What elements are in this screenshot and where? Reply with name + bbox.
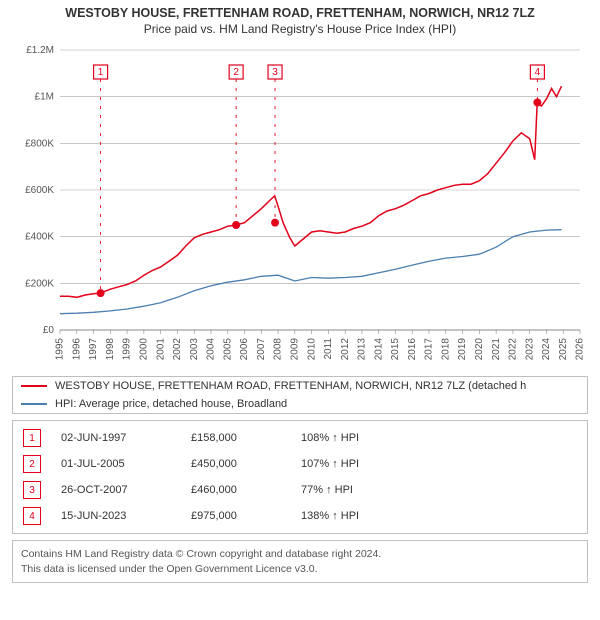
title-block: WESTOBY HOUSE, FRETTENHAM ROAD, FRETTENH…: [0, 0, 600, 38]
transaction-price: £975,000: [191, 510, 301, 522]
svg-text:2019: 2019: [457, 338, 468, 361]
legend-swatch: [21, 385, 47, 387]
transaction-point-2: [232, 221, 240, 229]
svg-text:1995: 1995: [55, 338, 66, 361]
legend: WESTOBY HOUSE, FRETTENHAM ROAD, FRETTENH…: [12, 376, 588, 414]
title-sub: Price paid vs. HM Land Registry's House …: [10, 22, 590, 36]
svg-text:£600K: £600K: [25, 185, 54, 196]
transaction-point-1: [97, 289, 105, 297]
svg-text:2024: 2024: [541, 338, 552, 361]
transaction-price: £450,000: [191, 458, 301, 470]
legend-item-1: HPI: Average price, detached house, Broa…: [13, 395, 587, 413]
svg-text:2011: 2011: [323, 338, 334, 360]
svg-text:2015: 2015: [390, 338, 401, 361]
svg-text:£0: £0: [43, 325, 55, 336]
transaction-hpi: 108% ↑ HPI: [301, 432, 421, 444]
legend-swatch: [21, 403, 47, 405]
transaction-price: £158,000: [191, 432, 301, 444]
legend-label: HPI: Average price, detached house, Broa…: [55, 398, 287, 410]
transaction-date: 01-JUL-2005: [61, 458, 191, 470]
transaction-hpi: 138% ↑ HPI: [301, 510, 421, 522]
svg-text:2006: 2006: [239, 338, 250, 361]
svg-text:1999: 1999: [122, 338, 133, 361]
svg-text:2003: 2003: [189, 338, 200, 361]
svg-text:2002: 2002: [172, 338, 183, 361]
svg-text:2016: 2016: [407, 338, 418, 361]
svg-text:2008: 2008: [273, 338, 284, 361]
svg-text:2009: 2009: [289, 338, 300, 361]
transaction-marker-label: 1: [23, 429, 41, 447]
attribution-footer: Contains HM Land Registry data © Crown c…: [12, 540, 588, 583]
svg-text:2022: 2022: [508, 338, 519, 361]
svg-text:1996: 1996: [71, 338, 82, 361]
footer-line-1: Contains HM Land Registry data © Crown c…: [21, 547, 579, 562]
transaction-row: 2 01-JUL-2005£450,000107% ↑ HPI: [17, 451, 583, 477]
svg-text:2017: 2017: [424, 338, 435, 361]
svg-text:2: 2: [233, 67, 239, 78]
svg-text:1997: 1997: [88, 338, 99, 361]
svg-text:1998: 1998: [105, 338, 116, 361]
transaction-row: 4 15-JUN-2023£975,000138% ↑ HPI: [17, 503, 583, 529]
svg-text:2020: 2020: [474, 338, 485, 361]
title-main: WESTOBY HOUSE, FRETTENHAM ROAD, FRETTENH…: [10, 6, 590, 20]
transaction-hpi: 107% ↑ HPI: [301, 458, 421, 470]
svg-text:2025: 2025: [558, 338, 569, 361]
transaction-row: 1 02-JUN-1997£158,000108% ↑ HPI: [17, 425, 583, 451]
transaction-date: 02-JUN-1997: [61, 432, 191, 444]
transaction-point-3: [271, 219, 279, 227]
transaction-point-4: [533, 99, 541, 107]
legend-label: WESTOBY HOUSE, FRETTENHAM ROAD, FRETTENH…: [55, 380, 526, 392]
svg-text:4: 4: [535, 67, 541, 78]
svg-text:2000: 2000: [139, 338, 150, 361]
transaction-price: £460,000: [191, 484, 301, 496]
svg-text:£400K: £400K: [25, 232, 54, 243]
svg-text:2014: 2014: [373, 338, 384, 361]
svg-text:2010: 2010: [306, 338, 317, 361]
svg-text:£1.2M: £1.2M: [26, 45, 54, 56]
svg-text:2023: 2023: [524, 338, 535, 361]
legend-item-0: WESTOBY HOUSE, FRETTENHAM ROAD, FRETTENH…: [13, 377, 587, 395]
page-root: WESTOBY HOUSE, FRETTENHAM ROAD, FRETTENH…: [0, 0, 600, 583]
svg-text:2018: 2018: [440, 338, 451, 361]
svg-text:2004: 2004: [206, 338, 217, 361]
transaction-marker-label: 2: [23, 455, 41, 473]
svg-text:2021: 2021: [491, 338, 502, 361]
transactions-table: 1 02-JUN-1997£158,000108% ↑ HPI 2 01-JUL-20…: [12, 420, 588, 534]
svg-text:2012: 2012: [340, 338, 351, 361]
transaction-hpi: 77% ↑ HPI: [301, 484, 421, 496]
chart-svg: £0 £200K £400K £600K £800K £1M £1.2M 1995 1996 19…: [10, 40, 590, 370]
svg-text:2005: 2005: [222, 338, 233, 361]
svg-text:2026: 2026: [575, 338, 586, 361]
price-chart: £0 £200K £400K £600K £800K £1M £1.2M 1995 1996 19…: [10, 40, 590, 370]
svg-text:£200K: £200K: [25, 278, 54, 289]
transaction-marker-label: 3: [23, 481, 41, 499]
svg-text:3: 3: [272, 67, 278, 78]
svg-text:2007: 2007: [256, 338, 267, 361]
transaction-marker-label: 4: [23, 507, 41, 525]
transaction-row: 3 26-OCT-2007£460,00077% ↑ HPI: [17, 477, 583, 503]
svg-text:2001: 2001: [155, 338, 166, 361]
footer-line-2: This data is licensed under the Open Gov…: [21, 562, 579, 577]
svg-text:£1M: £1M: [35, 92, 54, 103]
transaction-date: 26-OCT-2007: [61, 484, 191, 496]
svg-text:2013: 2013: [357, 338, 368, 361]
transaction-date: 15-JUN-2023: [61, 510, 191, 522]
svg-text:£800K: £800K: [25, 138, 54, 149]
svg-text:1: 1: [98, 67, 104, 78]
